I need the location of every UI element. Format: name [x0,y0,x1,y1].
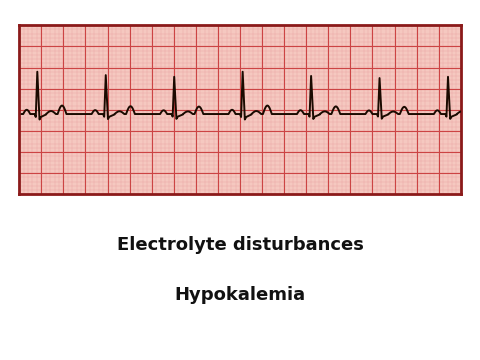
Text: Electrolyte disturbances: Electrolyte disturbances [117,236,363,254]
Text: Hypokalemia: Hypokalemia [174,286,306,304]
